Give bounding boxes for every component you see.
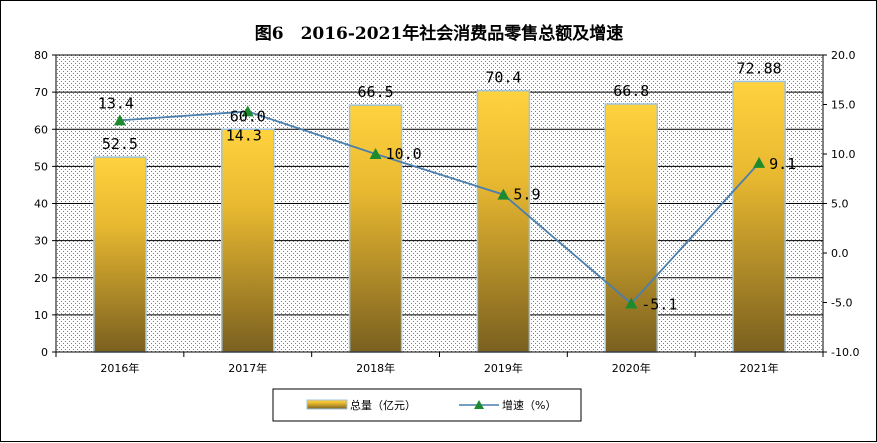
line-marker — [625, 297, 638, 309]
line-value-label: 10.0 — [386, 145, 422, 163]
bar-value-label: 52.5 — [102, 135, 138, 153]
line-value-label: 13.4 — [98, 94, 134, 112]
y-left-tick-label: 40 — [34, 198, 48, 211]
x-tick-label: 2019年 — [484, 361, 523, 375]
y-left-tick-label: 80 — [34, 49, 48, 62]
line-marker — [497, 188, 510, 200]
bar-value-label: 70.4 — [485, 69, 521, 87]
bar — [93, 156, 147, 353]
bar-series — [93, 80, 786, 353]
line-value-label: 9.1 — [769, 155, 796, 173]
y-left-tick-label: 0 — [41, 346, 48, 359]
line-marker — [241, 105, 254, 117]
y-right-tick-label: 10.0 — [831, 148, 856, 161]
bar — [604, 103, 658, 353]
x-tick-label: 2021年 — [740, 361, 779, 375]
legend-bar-label: 总量（亿元） — [350, 398, 416, 412]
axes: 0 10 20 30 40 50 60 70 80 -10.0 -5.0 0.0 5.0 10.0 15.0… — [34, 49, 859, 375]
x-tick-label: 2018年 — [356, 361, 395, 375]
line-series — [113, 105, 766, 309]
bar — [732, 80, 786, 353]
y-left-tick-label: 50 — [34, 160, 48, 173]
y-left-tick-label: 70 — [34, 86, 48, 99]
growth-line — [119, 110, 760, 305]
y-right-tick-label: 5.0 — [831, 198, 849, 211]
y-right-tick-label: 20.0 — [831, 49, 856, 62]
legend-line-marker — [474, 400, 484, 409]
y-left-tick-label: 60 — [34, 123, 48, 136]
legend-bar-swatch — [306, 399, 348, 410]
line-value-label: 5.9 — [513, 186, 540, 204]
y-right-tick-label: 15.0 — [831, 99, 856, 112]
x-tick-label: 2020年 — [612, 361, 651, 375]
x-tick-label: 2016年 — [100, 361, 139, 375]
legend: 总量（亿元） 增速（%） — [272, 388, 582, 422]
y-left-tick-label: 10 — [34, 309, 48, 322]
y-right-tick-label: -10.0 — [831, 346, 859, 359]
y-left-tick-label: 20 — [34, 272, 48, 285]
data-labels: 52.5 60.0 66.5 70.4 66.8 72.88 13.4 14.3 10.0 5.9… — [98, 59, 796, 313]
bar-value-label: 60.0 — [230, 107, 266, 125]
y-right-tick-label: -5.0 — [831, 297, 852, 310]
chart-title: 图6 2016-2021年社会消费品零售总额及增速 — [255, 23, 624, 44]
line-value-label: 14.3 — [226, 126, 262, 144]
bar — [221, 128, 275, 353]
y-right-tick-label: 0.0 — [831, 247, 849, 260]
bar-value-label: 72.88 — [737, 59, 782, 77]
bar-value-label: 66.8 — [613, 82, 649, 100]
line-value-label: -5.1 — [641, 295, 677, 313]
gridlines — [56, 54, 823, 316]
x-tick-label: 2017年 — [228, 361, 267, 375]
line-marker — [369, 148, 382, 159]
bar-value-label: 66.5 — [358, 83, 394, 101]
y-left-tick-label: 30 — [34, 235, 48, 248]
line-marker — [753, 156, 766, 168]
line-marker — [113, 114, 126, 126]
bar — [476, 89, 531, 353]
legend-line-label: 增速（%） — [502, 398, 556, 412]
bar — [348, 104, 403, 353]
